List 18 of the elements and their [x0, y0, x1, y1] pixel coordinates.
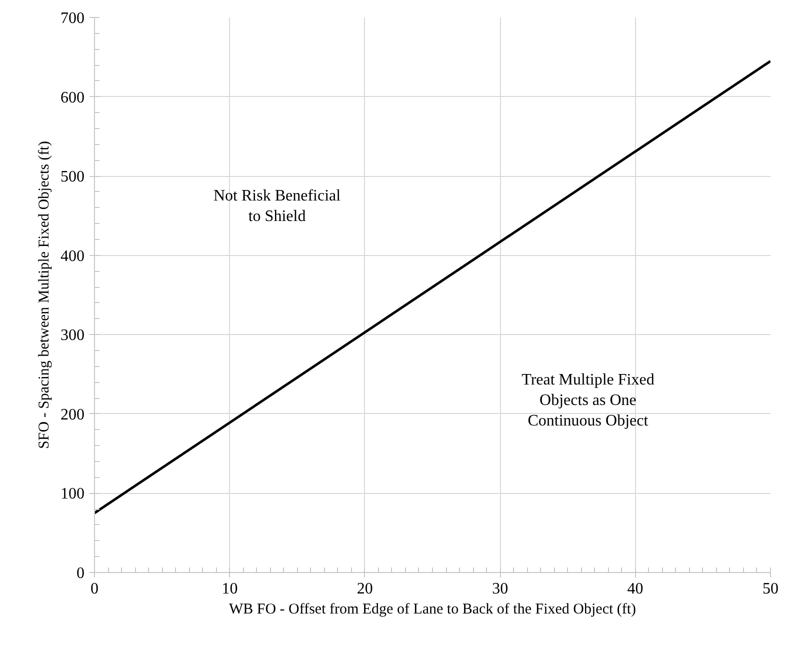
y-tick-label: 0 — [76, 565, 84, 582]
annotation: Treat Multiple Fixed Objects as One Continuous Object — [522, 372, 654, 430]
y-tick-label: 600 — [60, 89, 84, 106]
x-tick-label: 30 — [492, 580, 508, 598]
y-tick-label: 400 — [60, 248, 84, 265]
x-tick-label: 10 — [222, 580, 238, 598]
y-tick-label: 200 — [60, 406, 84, 424]
y-tick-label: 300 — [60, 327, 84, 344]
x-tick-label: 0 — [90, 580, 98, 598]
x-tick-label: 40 — [627, 580, 644, 598]
x-tick-label: 50 — [762, 580, 778, 598]
annotation: Not Risk Beneficial to Shield — [213, 188, 342, 225]
x-axis-title: WB FO - Offset from Edge of Lane to Back of the Fixed Object (ft) — [228, 602, 636, 618]
y-tick-label: 500 — [60, 168, 84, 186]
y-axis-title: SFO - Spacing between Multiple Fixed Objects (ft) — [36, 141, 52, 449]
y-tick-label: 100 — [60, 486, 84, 503]
x-tick-label: 20 — [356, 580, 373, 598]
y-tick-label: 700 — [60, 10, 84, 27]
